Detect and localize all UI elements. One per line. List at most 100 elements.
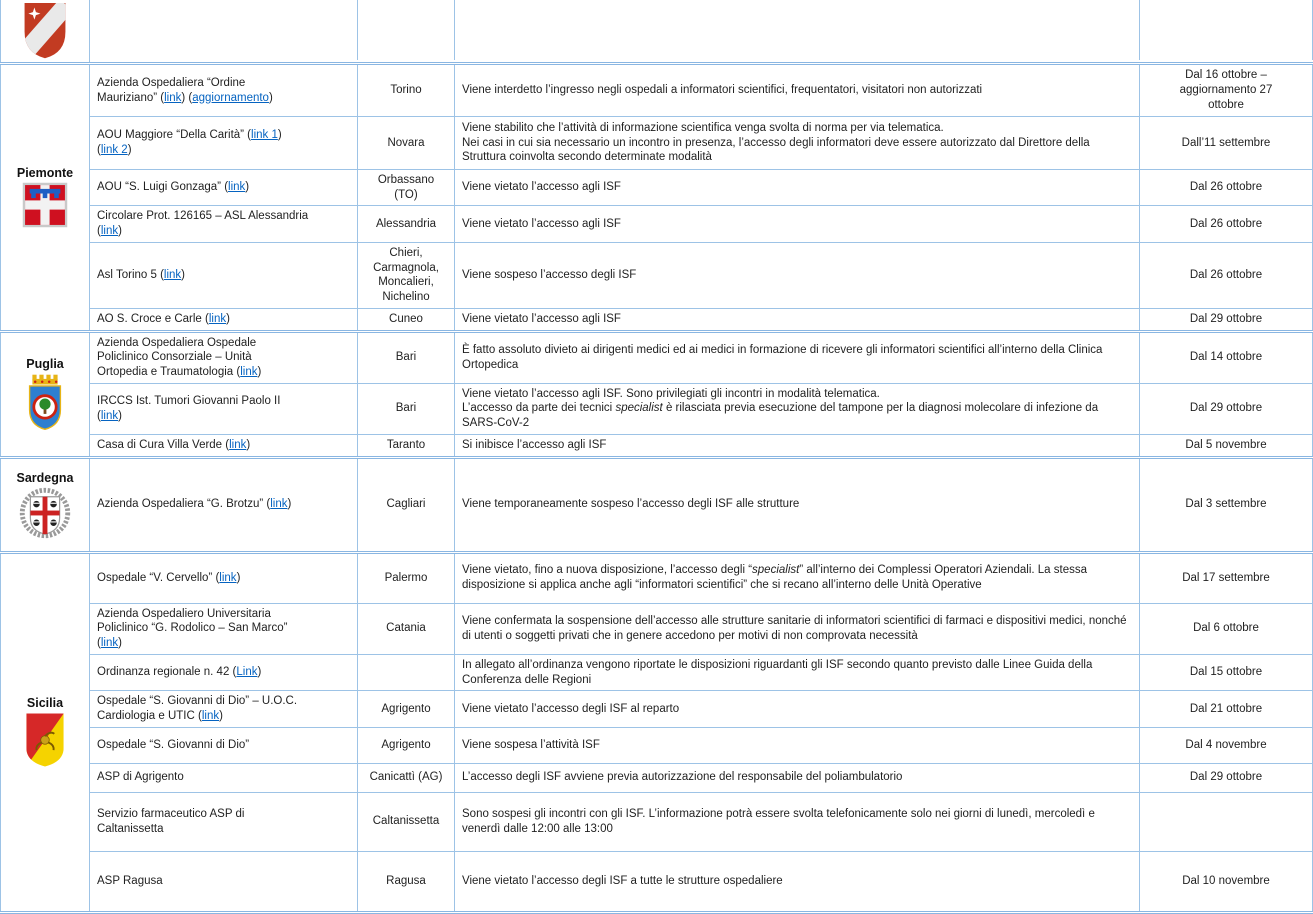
facility-name-cell: Casa di Cura Villa Verde (link) xyxy=(90,434,358,456)
date-cell: Dal 6 ottobre xyxy=(1140,603,1313,654)
city-cell: Alessandria xyxy=(358,206,455,242)
description-cell xyxy=(455,0,1140,60)
description-cell: Viene interdetto l’ingresso negli ospeda… xyxy=(455,65,1140,116)
region-label: Puglia xyxy=(26,357,64,372)
description-cell: Viene stabilito che l’attività di inform… xyxy=(455,117,1140,169)
table-row: Servizio farmaceutico ASP di Caltanisset… xyxy=(90,791,1313,851)
city-cell: Torino xyxy=(358,65,455,116)
table-row: Azienda Ospedaliera “G. Brotzu” (link) Ca… xyxy=(90,458,1313,551)
sicilia-coat-of-arms-icon xyxy=(26,713,64,767)
city-cell: Agrigento xyxy=(358,691,455,727)
table-row: AOU Maggiore “Della Carità” (link 1) (li… xyxy=(90,116,1313,169)
puglia-coat-of-arms-icon xyxy=(28,374,62,431)
date-cell: Dal 15 ottobre xyxy=(1140,654,1313,691)
region-cell-previous-region-partial xyxy=(0,0,90,62)
region-cell-puglia: Puglia xyxy=(0,332,90,456)
region-cell-piemonte: Piemonte xyxy=(0,65,90,330)
description-cell: Viene sospeso l’accesso degli ISF xyxy=(455,242,1140,308)
city-cell: Cuneo xyxy=(358,308,455,330)
description-cell: Viene vietato, fino a nuova disposizione… xyxy=(455,553,1140,603)
facility-link[interactable]: link xyxy=(229,438,247,451)
facility-link[interactable]: link xyxy=(163,269,182,282)
facility-name-cell: Asl Torino 5 (link) xyxy=(90,242,358,308)
city-cell: Taranto xyxy=(358,434,455,456)
region-block-piemonte: Piemonte Azienda Ospedaliera “Ordine Mau… xyxy=(0,62,1313,330)
facility-name-cell: Ospedale “S. Giovanni di Dio” xyxy=(90,727,358,763)
description-cell: Viene vietato l’accesso agli ISF. Sono p… xyxy=(455,383,1140,434)
facility-name-cell: Ospedale “V. Cervello” (link) xyxy=(90,553,358,603)
facility-link[interactable]: aggiornamento xyxy=(192,91,269,104)
city-cell xyxy=(358,0,455,60)
description-cell: Sono sospesi gli incontri con gli ISF. L… xyxy=(455,792,1140,851)
facility-link[interactable]: link 1 xyxy=(251,129,278,142)
facility-name-cell: AOU Maggiore “Della Carità” (link 1) (li… xyxy=(90,117,358,169)
description-cell: Viene vietato l’accesso agli ISF xyxy=(455,206,1140,242)
date-cell: Dal 3 settembre xyxy=(1140,458,1313,551)
description-cell: Si inibisce l’accesso agli ISF xyxy=(455,434,1140,456)
region-block-sardegna: Sardegna Azienda Ospedaliera “G. Brotzu”… xyxy=(0,455,1313,551)
table-row: AOU “S. Luigi Gonzaga” (link) Orbassano (… xyxy=(90,169,1313,206)
date-cell: Dal 14 ottobre xyxy=(1140,332,1313,383)
city-cell: Palermo xyxy=(358,553,455,603)
piemonte-coat-of-arms-icon xyxy=(22,183,68,228)
table-row: Casa di Cura Villa Verde (link) Taranto Si… xyxy=(90,433,1313,456)
city-cell: Caltanissetta xyxy=(358,792,455,851)
facility-link[interactable]: Link xyxy=(236,666,258,679)
sardegna-coat-of-arms-icon xyxy=(19,487,71,538)
date-cell: Dal 26 ottobre xyxy=(1140,242,1313,308)
facility-name-cell: Azienda Ospedaliero Universitaria Policl… xyxy=(90,603,358,654)
date-cell xyxy=(1140,0,1313,60)
facility-link[interactable]: link xyxy=(164,91,182,104)
city-cell: Orbassano (TO) xyxy=(358,170,455,206)
region-block-sicilia: Sicilia Ospedale “V. Cervello” (link) Pal… xyxy=(0,550,1313,911)
facility-name-cell: Ordinanza regionale n. 42 (Link) xyxy=(90,654,358,691)
city-cell: Novara xyxy=(358,117,455,169)
table-row: IRCCS Ist. Tumori Giovanni Paolo II (lin… xyxy=(90,382,1313,434)
facility-link[interactable]: link 2 xyxy=(100,144,128,156)
facility-link[interactable]: link xyxy=(208,312,227,325)
facility-link[interactable]: link xyxy=(100,637,119,650)
facility-name-cell: Circolare Prot. 126165 – ASL Alessandria… xyxy=(90,206,358,242)
city-cell xyxy=(358,654,455,691)
date-cell: Dal 16 ottobre – aggiornamento 27 ottobr… xyxy=(1140,65,1313,116)
region-label: Piemonte xyxy=(16,166,74,181)
table-row: Ordinanza regionale n. 42 (Link) In alleg… xyxy=(90,653,1313,691)
facility-link[interactable]: link xyxy=(100,225,119,238)
table-row: Azienda Ospedaliera Ospedale Policlinico… xyxy=(90,332,1313,383)
description-cell: Viene temporaneamente sospeso l’accesso … xyxy=(455,458,1140,551)
city-cell: Canicattì (AG) xyxy=(358,763,455,792)
table-row: ASP di Agrigento Canicattì (AG) L’accesso … xyxy=(90,762,1313,792)
city-cell: Agrigento xyxy=(358,727,455,763)
facility-name-cell: Azienda Ospedaliera “G. Brotzu” (link) xyxy=(90,458,358,551)
facility-link[interactable]: link xyxy=(201,709,220,722)
date-cell: Dal 26 ottobre xyxy=(1140,170,1313,206)
description-cell: Viene vietato l’accesso degli ISF a tutt… xyxy=(455,851,1140,911)
facility-name-cell: Azienda Ospedaliera “Ordine Mauriziano” … xyxy=(90,65,358,116)
facility-link[interactable]: link xyxy=(100,409,119,422)
region-cell-sicilia: Sicilia xyxy=(0,553,90,911)
table-row xyxy=(90,0,1313,60)
facility-link[interactable]: link xyxy=(228,181,246,194)
date-cell: Dal 29 ottobre xyxy=(1140,763,1313,792)
facility-name-cell: ASP Ragusa xyxy=(90,851,358,911)
table-row: Asl Torino 5 (link) Chieri, Carmagnola, M… xyxy=(90,241,1313,308)
region-block-previous-region-partial xyxy=(0,0,1313,62)
region-block-puglia: Puglia Azienda Ospedaliera Ospedale Poli… xyxy=(0,329,1313,456)
region-label: Sicilia xyxy=(26,696,64,711)
city-cell: Ragusa xyxy=(358,851,455,911)
facility-name-cell xyxy=(90,0,358,60)
date-cell xyxy=(1140,792,1313,851)
facility-link[interactable]: link xyxy=(270,498,288,511)
table-row: Ospedale “S. Giovanni di Dio” – U.O.C. C… xyxy=(90,690,1313,727)
facility-link[interactable]: link xyxy=(219,571,237,584)
date-cell: Dal 21 ottobre xyxy=(1140,691,1313,727)
description-cell: Viene vietato l’accesso agli ISF xyxy=(455,170,1140,206)
facility-name-cell: Azienda Ospedaliera Ospedale Policlinico… xyxy=(90,332,358,383)
facility-name-cell: ASP di Agrigento xyxy=(90,763,358,792)
date-cell: Dal 10 novembre xyxy=(1140,851,1313,911)
facility-name-cell: AO S. Croce e Carle (link) xyxy=(90,308,358,330)
date-cell: Dal 5 novembre xyxy=(1140,434,1313,456)
facility-name-cell: AOU “S. Luigi Gonzaga” (link) xyxy=(90,170,358,206)
facility-link[interactable]: link xyxy=(240,366,258,379)
